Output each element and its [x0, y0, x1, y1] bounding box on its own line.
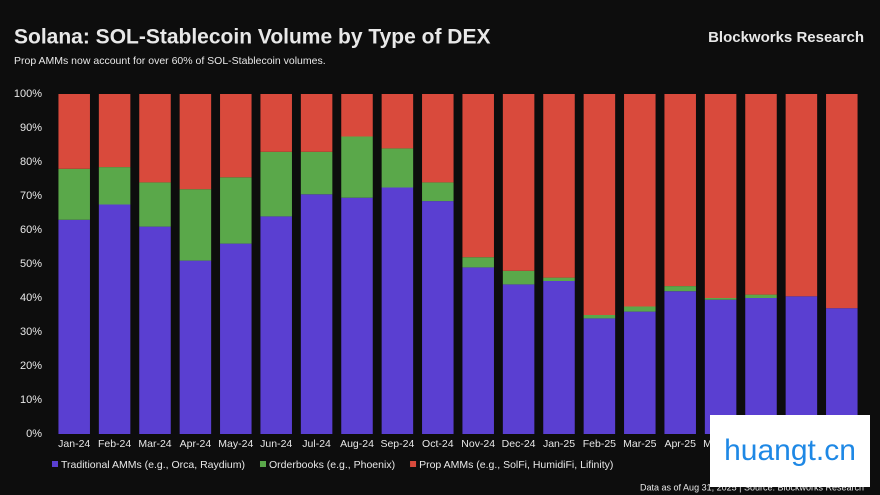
footnote: Data as of Aug 31, 2025 | Source: Blockw…: [640, 482, 864, 492]
legend-swatch: [52, 461, 58, 467]
bar-segment: [422, 182, 454, 202]
x-tick-label: Aug-24: [340, 438, 374, 450]
watermark-box: [710, 415, 870, 487]
bar-segment: [664, 291, 696, 434]
brand: Blockworks Research: [708, 29, 864, 46]
bar-segment: [785, 94, 818, 297]
legend-swatch: [260, 461, 266, 467]
bar-segment: [745, 294, 777, 298]
bar-segment: [341, 197, 373, 434]
bar-segment: [300, 151, 333, 195]
bar-segment: [381, 94, 414, 149]
bar-segment: [583, 318, 616, 434]
y-tick-label: 60%: [20, 224, 42, 236]
bar-segment: [381, 187, 414, 434]
bar-segment: [58, 94, 90, 169]
bar-segment: [785, 296, 818, 434]
bar-segment: [826, 94, 858, 309]
bar-segment: [98, 204, 131, 434]
bar-segment: [502, 94, 535, 271]
x-tick-label: Mar-25: [623, 438, 656, 450]
y-tick-label: 10%: [20, 394, 42, 406]
y-tick-label: 90%: [20, 122, 42, 134]
bar-segment: [543, 94, 575, 278]
x-tick-label: Jul-24: [302, 438, 331, 450]
bar-segment: [583, 315, 616, 319]
bar-segment: [664, 94, 696, 287]
x-tick-label: Jan-24: [58, 438, 90, 450]
bar-segment: [462, 267, 494, 434]
y-tick-label: 50%: [20, 258, 42, 270]
x-tick-label: Apr-25: [664, 438, 696, 450]
bar-segment: [624, 306, 656, 312]
bar-segment: [704, 299, 737, 434]
bar-segment: [220, 243, 252, 434]
chart-subtitle: Prop AMMs now account for over 60% of SO…: [14, 55, 326, 67]
y-tick-label: 20%: [20, 360, 42, 372]
bar-segment: [300, 194, 333, 434]
bar-segment: [502, 270, 535, 285]
bar-segment: [300, 94, 333, 152]
y-tick-label: 100%: [14, 88, 42, 100]
bar-segment: [220, 177, 252, 244]
bar-segment: [826, 308, 858, 434]
y-tick-label: 70%: [20, 190, 42, 202]
bar-segment: [583, 94, 616, 315]
bar-segment: [179, 260, 212, 434]
legend-label: Orderbooks (e.g., Phoenix): [269, 459, 395, 471]
bar-segment: [341, 94, 373, 137]
bar-segment: [704, 298, 737, 300]
bar-segment: [502, 284, 535, 434]
x-tick-label: Nov-24: [461, 438, 495, 450]
bar-segment: [341, 136, 373, 198]
bar-segment: [98, 167, 131, 205]
x-tick-label: May-24: [218, 438, 253, 450]
bar-segment: [58, 168, 90, 220]
bar-segment: [139, 94, 171, 183]
x-tick-label: Oct-24: [422, 438, 454, 450]
bar-segment: [543, 277, 575, 281]
bar-segment: [704, 94, 737, 298]
x-tick-label: Feb-24: [98, 438, 131, 450]
bar-segment: [543, 281, 575, 434]
bar-segment: [664, 286, 696, 292]
bar-segment: [624, 94, 656, 307]
bar-segment: [422, 94, 454, 183]
x-tick-label: Sep-24: [380, 438, 414, 450]
bar-segment: [745, 94, 777, 295]
bar-segment: [462, 94, 494, 258]
x-tick-label: Apr-24: [180, 438, 212, 450]
y-tick-label: 30%: [20, 326, 42, 338]
watermark: huangt.cn: [724, 434, 856, 467]
chart-title: Solana: SOL-Stablecoin Volume by Type of…: [14, 26, 490, 49]
y-tick-label: 80%: [20, 156, 42, 168]
bar-segment: [422, 201, 454, 434]
bar-segment: [179, 189, 212, 261]
bar-segment: [260, 94, 292, 152]
bar-segment: [58, 219, 90, 434]
bar-segment: [624, 311, 656, 434]
x-tick-label: Mar-24: [138, 438, 171, 450]
bar-segment: [139, 226, 171, 434]
y-tick-label: 0%: [26, 428, 42, 440]
bar-segment: [381, 148, 414, 188]
legend-swatch: [410, 461, 417, 467]
legend-label: Traditional AMMs (e.g., Orca, Raydium): [61, 459, 245, 471]
bar-segment: [139, 182, 171, 227]
bar-segment: [462, 257, 494, 268]
legend-label: Prop AMMs (e.g., SolFi, HumidiFi, Lifini…: [419, 459, 613, 471]
bar-segment: [260, 216, 292, 434]
x-tick-label: Jun-24: [260, 438, 292, 450]
x-tick-label: Dec-24: [502, 438, 536, 450]
bar-segment: [260, 151, 292, 217]
bar-segment: [220, 94, 252, 178]
y-tick-label: 40%: [20, 292, 42, 304]
bar-segment: [179, 94, 212, 190]
bar-segment: [98, 94, 131, 168]
bar-segment: [745, 298, 777, 434]
x-tick-label: Feb-25: [583, 438, 616, 450]
x-tick-label: Jan-25: [543, 438, 575, 450]
